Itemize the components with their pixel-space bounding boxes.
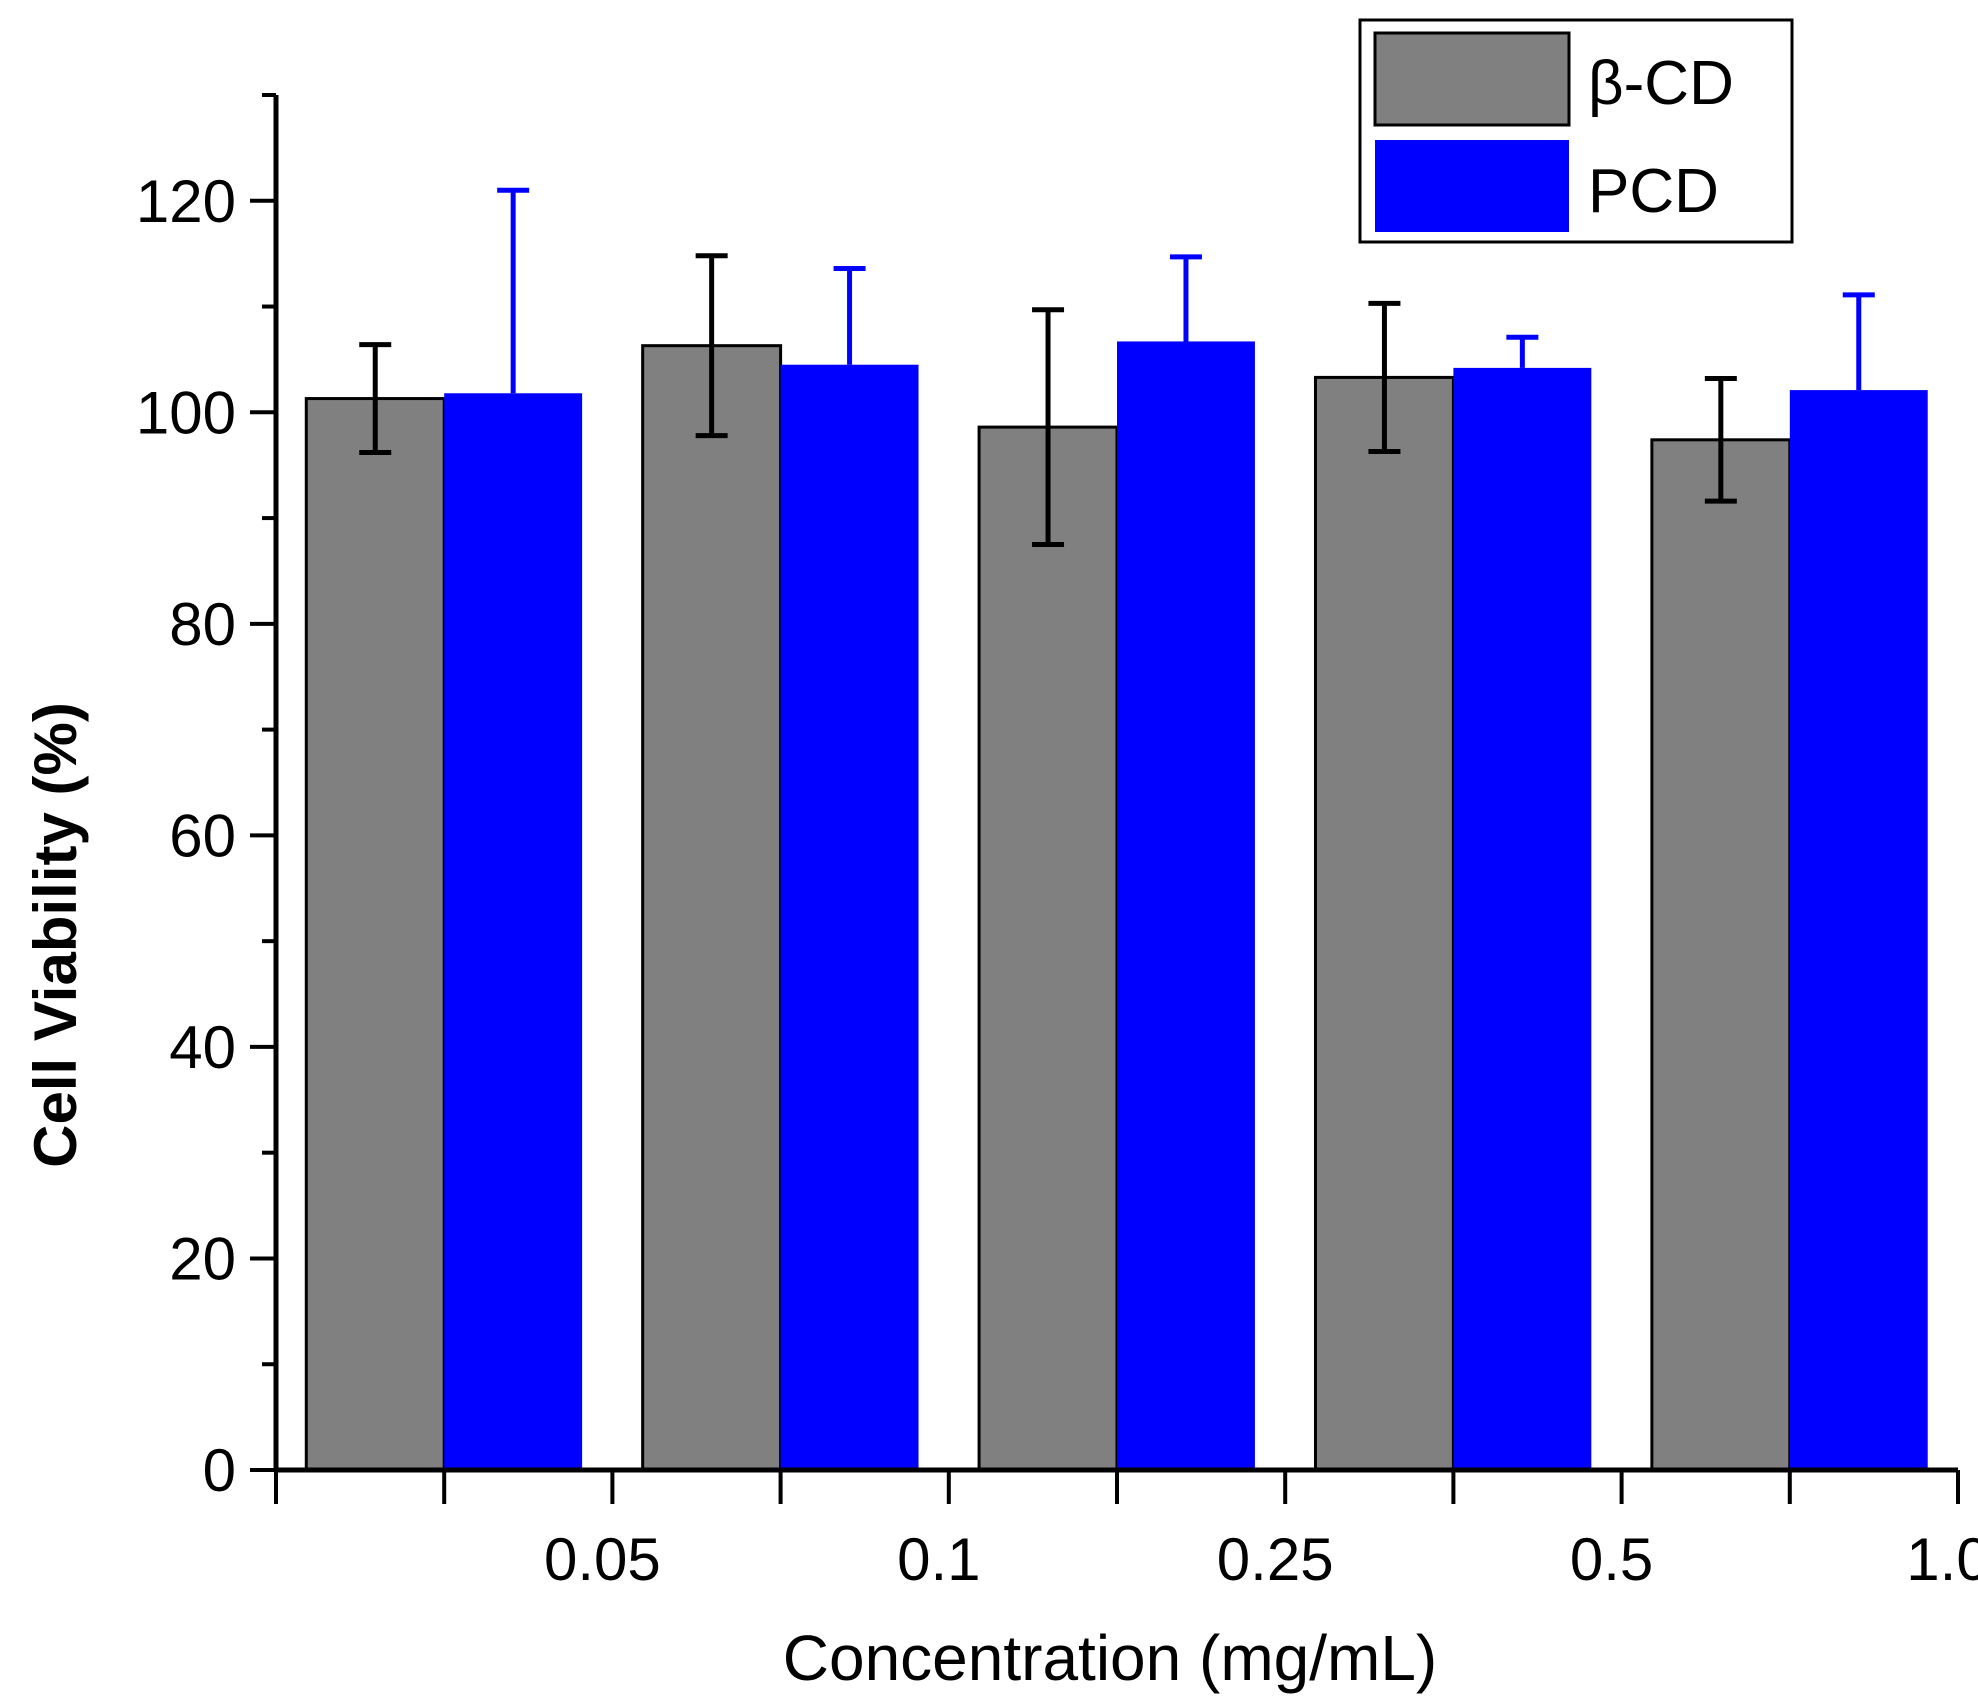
bar-beta-cd-0.25 [977, 425, 1119, 1472]
x-tick-label-1.0: 1.0 [1906, 1526, 1978, 1593]
x-tick-label-0.1: 0.1 [897, 1526, 980, 1593]
axes-layer [250, 93, 1960, 1504]
x-axis-title: Concentration (mg/mL) [783, 1622, 1437, 1694]
y-tick-label-80: 80 [169, 591, 236, 658]
bar-pcd-0.05 [444, 393, 583, 1470]
bar-pcd-0.25 [1117, 341, 1255, 1470]
error-bars-layer [359, 187, 1875, 548]
x-tick-label-0.25: 0.25 [1217, 1526, 1334, 1593]
y-tick-label-60: 60 [169, 802, 236, 869]
bar-beta-cd-1.0 [1650, 438, 1792, 1472]
bar-beta-cd-0.1 [641, 344, 783, 1472]
x-tick-label-0.5: 0.5 [1570, 1526, 1653, 1593]
y-axis-title: Cell Viability (%) [22, 702, 89, 1168]
bars-layer [304, 341, 1928, 1472]
y-tick-label-20: 20 [169, 1225, 236, 1292]
bar-beta-cd-0.05 [304, 397, 446, 1472]
legend-swatch-beta-cd [1373, 31, 1571, 127]
y-tick-label-120: 120 [136, 168, 236, 235]
bar-beta-cd-0.5 [1313, 375, 1455, 1472]
y-tick-label-0: 0 [203, 1437, 236, 1504]
legend-label-beta-cd: β-CD [1588, 49, 1734, 118]
legend-label-pcd: PCD [1588, 157, 1719, 226]
bar-pcd-1.0 [1789, 390, 1928, 1470]
bar-pcd-0.5 [1453, 367, 1592, 1470]
legend: β-CD PCD [1358, 18, 1794, 244]
x-tick-label-0.05: 0.05 [544, 1526, 661, 1593]
tick-labels-layer: 0 20 40 60 80 100 120 0.05 0.1 0.25 0.5 1.0 [136, 168, 1978, 1593]
legend-swatch-pcd [1375, 140, 1569, 232]
y-tick-label-100: 100 [136, 379, 236, 446]
bar-pcd-0.1 [780, 364, 919, 1470]
y-tick-label-40: 40 [169, 1014, 236, 1081]
